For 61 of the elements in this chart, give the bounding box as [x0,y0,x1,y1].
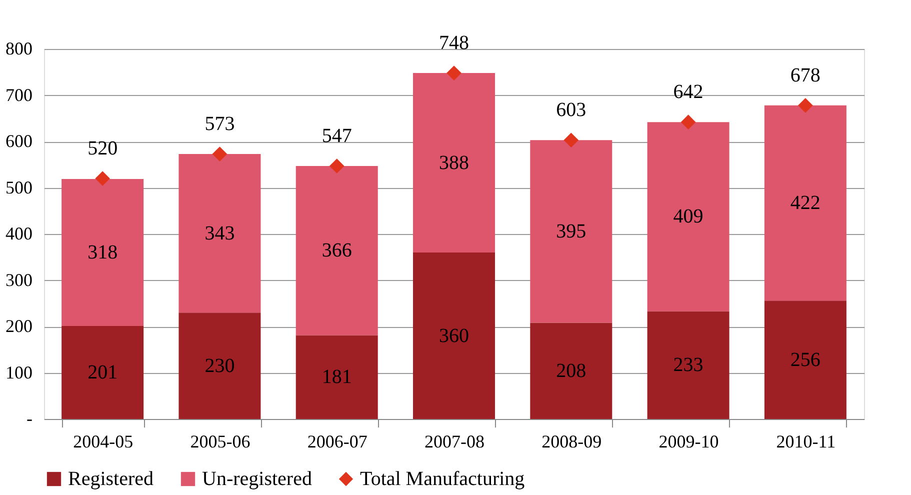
data-label: 360 [439,324,469,347]
x-tick-label: 2007-08 [424,432,484,452]
bar [764,105,846,301]
data-label: 678 [790,64,820,86]
bar [296,335,378,419]
y-tick-label: 800 [6,38,32,58]
bar [647,122,730,312]
data-label: 318 [88,242,118,264]
bar [530,322,612,419]
y-tick-label: 500 [6,177,32,198]
point [212,146,228,162]
y-tick-label: - [26,408,32,428]
data-label: 233 [673,354,704,376]
y-tick-label: 200 [6,316,32,336]
bar [413,73,495,252]
data-label: 642 [673,81,704,104]
bar [178,154,261,313]
legend-label: Un-registered [202,468,312,490]
data-label: 208 [556,360,586,382]
bar [413,252,495,419]
point [95,171,110,186]
y-tick-label: 700 [6,84,32,105]
x-tick-label: 2009-10 [658,432,719,452]
data-label: 395 [556,220,586,242]
y-tick-label: 100 [6,362,32,382]
bar [296,166,378,336]
data-label: 422 [790,192,820,214]
legend-label: Registered [68,468,154,490]
y-tick-label: 300 [6,270,32,290]
legend-label: Total Manufacturing [360,468,525,490]
bar [647,311,730,419]
data-label: 201 [88,362,118,384]
data-label: 547 [322,125,352,148]
x-tick-label: 2005-06 [190,432,250,452]
bar [764,300,846,419]
y-tick-label: 400 [6,224,32,244]
data-label: 748 [439,32,469,54]
y-tick-label: 600 [6,131,32,151]
bar [62,326,144,419]
data-label: 256 [790,348,820,371]
point [564,132,579,148]
point [329,158,344,174]
data-label: 181 [322,366,352,388]
point [446,66,462,80]
data-label: 343 [204,222,235,244]
data-label: 520 [88,138,118,160]
data-label: 573 [204,112,235,135]
x-tick-label: 2010-11 [776,432,836,452]
x-tick-label: 2004-05 [73,432,134,452]
point [798,98,813,113]
bar [530,140,612,323]
x-tick-label: 2006-07 [307,432,368,452]
data-label: 230 [204,354,235,377]
data-label: 388 [439,152,469,174]
x-tick-label: 2008-09 [542,432,602,452]
data-label: 603 [556,99,586,122]
data-label: 409 [673,206,704,228]
point [680,114,696,130]
bar [62,178,144,326]
data-label: 366 [322,240,352,262]
bar [178,312,261,419]
